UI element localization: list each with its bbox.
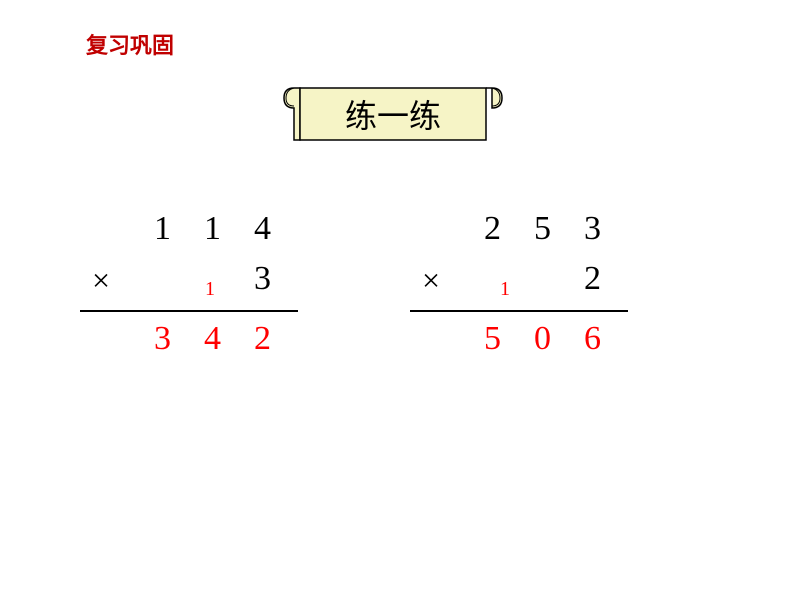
p2-res-d2: 0 — [520, 320, 565, 358]
problem-2: 2 5 3 × 1 2 5 0 6 — [440, 210, 700, 410]
p2-carry: 1 — [500, 278, 510, 301]
multiply-icon: × — [92, 262, 110, 299]
title-banner: 练一练 — [280, 84, 506, 144]
p2-multiplier: 2 — [570, 260, 615, 298]
p1-carry: 1 — [205, 278, 215, 301]
p1-multiplier: 3 — [240, 260, 285, 298]
multiply-icon: × — [422, 262, 440, 299]
problem-1: 1 1 4 × 1 3 3 4 2 — [110, 210, 370, 410]
p2-res-d3: 6 — [570, 320, 615, 358]
p1-res-d1: 3 — [140, 320, 185, 358]
banner-title: 练一练 — [280, 84, 506, 144]
problems-container: 1 1 4 × 1 3 3 4 2 2 5 3 × 1 2 5 0 6 — [0, 210, 800, 410]
p1-top-d3: 4 — [240, 210, 285, 248]
p2-top-d3: 3 — [570, 210, 615, 248]
p1-res-d2: 4 — [190, 320, 235, 358]
p2-line — [410, 310, 628, 312]
p1-res-d3: 2 — [240, 320, 285, 358]
p2-top-d1: 2 — [470, 210, 515, 248]
p2-res-d1: 5 — [470, 320, 515, 358]
p1-top-d1: 1 — [140, 210, 185, 248]
p1-line — [80, 310, 298, 312]
page-header: 复习巩固 — [86, 28, 174, 60]
p2-top-d2: 5 — [520, 210, 565, 248]
p1-top-d2: 1 — [190, 210, 235, 248]
